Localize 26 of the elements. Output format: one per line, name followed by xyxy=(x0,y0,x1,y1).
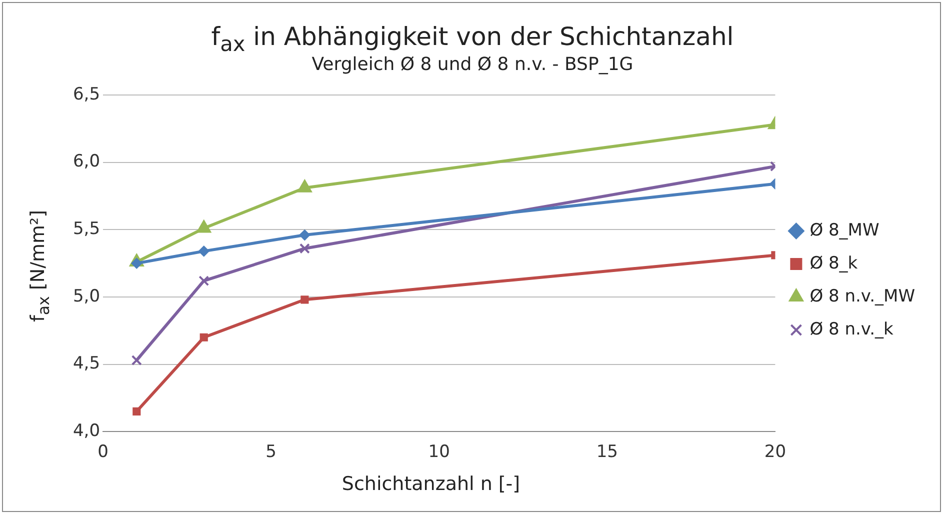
y-tick-label: 6,5 xyxy=(72,84,100,104)
x-axis-title: Schichtanzahl n [-] xyxy=(340,473,522,495)
x-tick-label: 15 xyxy=(596,442,618,462)
point xyxy=(132,407,141,416)
chart-title: f$_{ax}$ in Abhängigkeit von der Schichtanzahl xyxy=(211,22,734,56)
y-tick-label: 4,0 xyxy=(72,421,100,442)
legend-label: Ø 8_k xyxy=(810,253,858,274)
chart-subtitle: Vergleich Ø 8 und Ø 8 n.v. - BSP_1G xyxy=(312,54,634,75)
point xyxy=(299,230,310,241)
point xyxy=(200,333,208,342)
point xyxy=(198,276,210,286)
legend-label: Ø 8 n.v._k xyxy=(810,319,894,340)
legend-label: Ø 8_MW xyxy=(810,220,880,240)
point xyxy=(299,243,310,254)
x-tick-label: 0 xyxy=(98,442,108,462)
point xyxy=(198,246,210,257)
x-tick-label: 5 xyxy=(266,442,276,462)
point xyxy=(131,355,142,366)
y-tick-label: 5,5 xyxy=(72,219,100,240)
legend-label: Ø 8 n.v._MW xyxy=(810,286,916,306)
y-tick-label: 5,0 xyxy=(72,286,100,306)
x-tick-label: 20 xyxy=(764,442,786,462)
point xyxy=(300,296,309,304)
y-tick-label: 6,0 xyxy=(72,152,100,172)
x-tick-label: 10 xyxy=(428,442,450,462)
y-tick-label: 4,5 xyxy=(72,354,100,374)
